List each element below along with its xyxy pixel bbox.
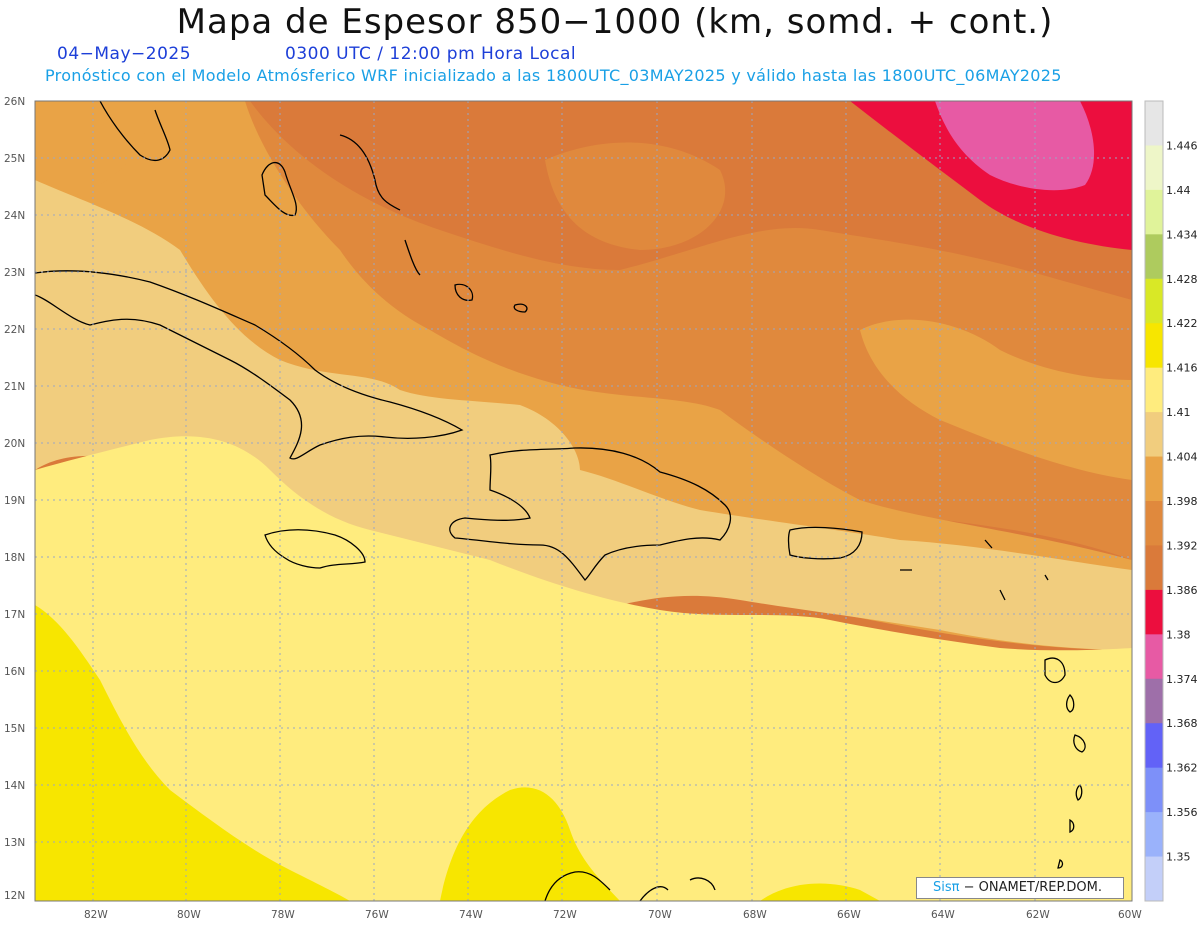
filled-contours <box>35 101 1132 901</box>
lat-label: 24N <box>4 210 25 222</box>
colorbar-swatch <box>1145 278 1163 324</box>
colorbar-swatch <box>1145 812 1163 858</box>
lat-label: 22N <box>4 324 25 336</box>
colorbar-label: 1.398 <box>1166 495 1198 508</box>
lon-label: 80W <box>177 909 201 921</box>
lon-label: 72W <box>553 909 577 921</box>
bahamas-long <box>404 239 421 276</box>
colorbar-swatch <box>1145 189 1163 235</box>
colorbar-swatch <box>1145 589 1163 635</box>
colorbar-swatch <box>1145 323 1163 369</box>
colorbar-label: 1.434 <box>1166 228 1198 241</box>
map-title: Mapa de Espesor 850−1000 (km, somd. + co… <box>176 2 1054 42</box>
jamaica-coast <box>264 529 366 569</box>
colorbar-swatch <box>1145 767 1163 813</box>
lesser-antilles <box>1044 657 1086 869</box>
contour-1392-1398-patch <box>545 142 726 250</box>
credit-brand: Sisπ <box>933 880 960 895</box>
colorbar: 1.446 1.44 1.434 1.428 1.422 1.416 1.41 1.404 1.… <box>1144 100 1198 902</box>
florida-coast <box>99 101 171 162</box>
lat-label: 12N <box>4 890 25 902</box>
lon-label: 74W <box>459 909 483 921</box>
lon-label: 64W <box>931 909 955 921</box>
lat-label: 21N <box>4 381 25 393</box>
venezuela-coast <box>544 871 716 901</box>
colorbar-label: 1.368 <box>1166 717 1198 730</box>
colorbar-swatch <box>1145 501 1163 546</box>
latitude-labels: 26N 25N 24N 23N 22N 21N 20N 19N 18N 17N … <box>4 96 25 902</box>
colorbar-label: 1.416 <box>1166 362 1198 375</box>
longitude-labels: 82W 80W 78W 76W 74W 72W 70W 68W 66W 64W … <box>84 909 1142 921</box>
lon-label: 62W <box>1026 909 1050 921</box>
colorbar-label: 1.446 <box>1166 139 1198 152</box>
lon-label: 82W <box>84 909 108 921</box>
bahamas-andros <box>261 161 297 217</box>
colorbar-swatch <box>1145 367 1163 413</box>
colorbar-swatch <box>1145 678 1163 724</box>
colorbar-label: 1.38 <box>1166 628 1191 641</box>
colorbar-label: 1.362 <box>1166 762 1198 775</box>
map-frame <box>34 100 1133 902</box>
colorbar-label: 1.356 <box>1166 806 1198 819</box>
colorbar-label: 1.41 <box>1166 406 1191 419</box>
bahamas-eleuthera <box>339 134 401 211</box>
lon-label: 60W <box>1118 909 1142 921</box>
cuba-coast <box>35 270 464 460</box>
virgin-islands <box>900 539 1049 601</box>
credit-box: Sisπ − ONAMET/REP.DOM. <box>916 877 1124 899</box>
colorbar-label: 1.35 <box>1166 851 1191 864</box>
lon-label: 78W <box>271 909 295 921</box>
model-info: Pronóstico con el Modelo Atmósferico WRF… <box>45 66 1062 85</box>
colorbar-label: 1.428 <box>1166 273 1198 286</box>
lat-label: 26N <box>4 96 25 108</box>
colorbar-label: 1.44 <box>1166 184 1191 197</box>
contour-1416-1422-se <box>760 883 880 901</box>
colorbar-swatch <box>1145 545 1163 591</box>
lon-label: 68W <box>743 909 767 921</box>
turks-caicos <box>513 303 528 313</box>
lat-label: 19N <box>4 495 25 507</box>
hispaniola-coast <box>449 447 732 581</box>
colorbar-swatch <box>1145 101 1163 146</box>
contour-1398-1404 <box>35 101 1132 650</box>
lon-label: 66W <box>837 909 861 921</box>
lat-label: 25N <box>4 153 25 165</box>
colorbar-label: 1.386 <box>1166 584 1198 597</box>
colorbar-label: 1.392 <box>1166 539 1198 552</box>
colorbar-frame <box>1144 100 1164 902</box>
colorbar-swatch <box>1145 412 1163 458</box>
coastlines <box>35 101 1086 901</box>
colorbar-swatch <box>1145 234 1163 280</box>
colorbar-label: 1.422 <box>1166 317 1198 330</box>
contour-1374-1380 <box>935 101 1095 191</box>
colorbar-swatch <box>1145 856 1163 902</box>
colorbar-swatch <box>1145 634 1163 680</box>
forecast-date: 04−May−2025 <box>57 44 192 64</box>
colorbar-swatch <box>1145 723 1163 769</box>
forecast-time: 0300 UTC / 12:00 pm Hora Local <box>285 44 577 64</box>
bahamas-inagua <box>454 283 474 301</box>
lat-label: 15N <box>4 723 25 735</box>
puerto-rico-coast <box>787 526 863 560</box>
colorbar-label: 1.374 <box>1166 673 1198 686</box>
colorbar-swatch <box>1145 145 1163 191</box>
lat-label: 18N <box>4 552 25 564</box>
lon-label: 76W <box>365 909 389 921</box>
lat-label: 14N <box>4 780 25 792</box>
colorbar-swatch <box>1145 456 1163 502</box>
credit-org: − ONAMET/REP.DOM. <box>959 880 1103 895</box>
lat-label: 23N <box>4 267 25 279</box>
contour-1398-1404-east <box>860 319 1132 480</box>
contour-1416-1422-west <box>35 605 350 901</box>
lat-label: 20N <box>4 438 25 450</box>
lat-label: 16N <box>4 666 25 678</box>
lat-label: 13N <box>4 837 25 849</box>
lat-label: 17N <box>4 609 25 621</box>
lon-label: 70W <box>648 909 672 921</box>
graticule <box>35 101 1132 901</box>
colorbar-label: 1.404 <box>1166 451 1198 464</box>
